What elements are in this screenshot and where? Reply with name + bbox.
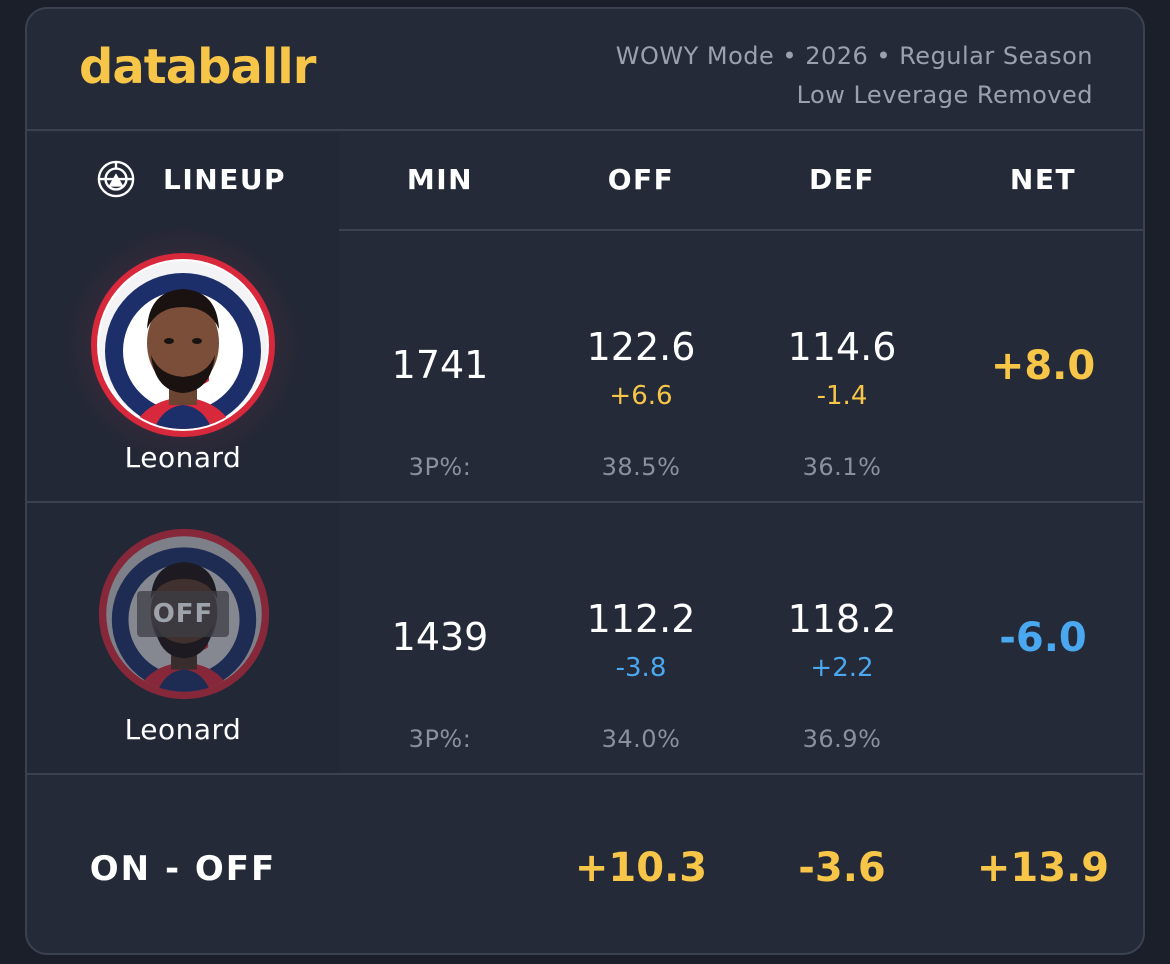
player-cell: OFF Leonard (27, 503, 339, 773)
min-value: 1439 (391, 615, 489, 659)
def-rating: 118.2 (787, 597, 897, 641)
team-logo-icon (97, 160, 135, 198)
player-cell: Leonard (27, 223, 339, 501)
3p-label: 3P%: (408, 725, 472, 753)
col-min: MIN (406, 163, 474, 196)
player-name: Leonard (124, 441, 242, 474)
def-3p-pct: 36.9% (802, 725, 882, 753)
summary-label: ON - OFF (89, 849, 277, 889)
min-value: 1741 (391, 343, 489, 387)
def-diff: +2.2 (810, 653, 874, 683)
column-header-row: LINEUP MIN OFF DEF NET (27, 133, 1143, 231)
off-rating: 112.2 (586, 597, 696, 641)
summary-def: -3.6 (798, 845, 886, 891)
card-header: databallr WOWY Mode • 2026 • Regular Sea… (27, 9, 1143, 131)
def-3p-pct: 36.1% (802, 453, 882, 481)
lineup-row-on: Leonard 1741 122.6 +6.6 114.6 -1.4 +8.0 … (27, 223, 1143, 503)
net-rating: +8.0 (990, 343, 1096, 389)
summary-net: +13.9 (976, 845, 1110, 891)
off-3p-pct: 38.5% (601, 453, 681, 481)
off-diff: +6.6 (609, 381, 673, 411)
3p-label: 3P%: (408, 453, 472, 481)
col-def: DEF (809, 163, 875, 196)
lineup-header-cell: LINEUP (27, 133, 339, 231)
on-off-summary: ON - OFF +10.3 -3.6 +13.9 (27, 775, 1143, 953)
def-rating: 114.6 (787, 325, 897, 369)
player-headshot-icon (91, 253, 275, 437)
lineup-row-off: OFF Leonard 1439 112.2 -3.8 118.2 +2.2 -… (27, 503, 1143, 775)
off-3p-pct: 34.0% (601, 725, 681, 753)
def-diff: -1.4 (816, 381, 868, 411)
net-rating: -6.0 (999, 615, 1087, 661)
col-net: NET (1009, 163, 1077, 196)
off-badge: OFF (137, 591, 229, 637)
header-subtitle: WOWY Mode • 2026 • Regular Season Low Le… (616, 37, 1093, 115)
avatar: OFF (97, 527, 271, 701)
off-diff: -3.8 (615, 653, 667, 683)
wowy-card: databallr WOWY Mode • 2026 • Regular Sea… (25, 7, 1145, 955)
player-name: Leonard (124, 713, 242, 746)
col-lineup: LINEUP (163, 163, 287, 196)
subtitle-filter: Low Leverage Removed (796, 81, 1093, 109)
off-rating: 122.6 (586, 325, 696, 369)
col-off: OFF (607, 163, 675, 196)
databallr-logo: databallr (79, 39, 316, 95)
avatar (61, 223, 305, 467)
summary-off: +10.3 (574, 845, 708, 891)
subtitle-mode: WOWY Mode • 2026 • Regular Season (615, 42, 1093, 70)
